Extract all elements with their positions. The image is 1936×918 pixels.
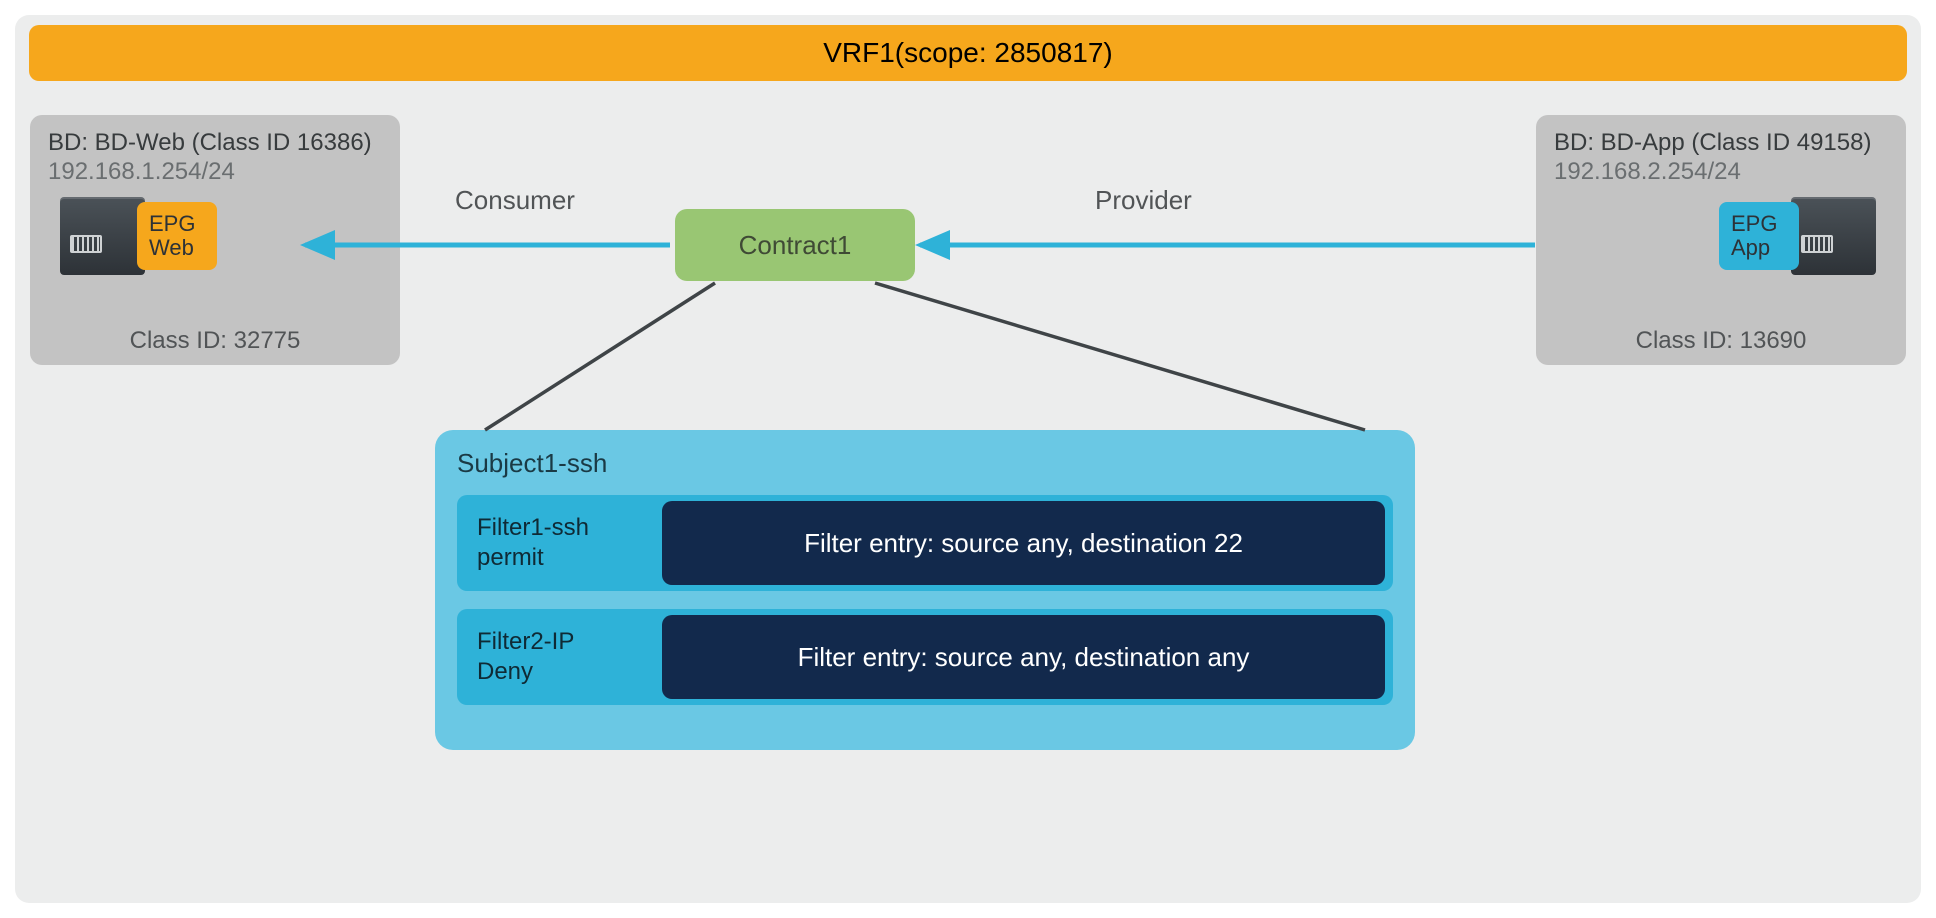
epg-app-row: EPG App: [1719, 197, 1876, 275]
epg-app-tag: EPG App: [1719, 202, 1799, 270]
bd-web-classid: Class ID: 32775: [30, 327, 400, 355]
bd-app-subnet: 192.168.2.254/24: [1554, 158, 1888, 187]
diagram-canvas: VRF1(scope: 2850817) BD: BD-Web (Class I…: [15, 15, 1921, 903]
epg-web-row: EPG Web: [60, 197, 217, 275]
subject-title: Subject1-ssh: [457, 448, 1393, 479]
contract-box: Contract1: [675, 209, 915, 281]
vrf-label: VRF1(scope: 2850817): [823, 37, 1113, 69]
filter-row: Filter1-ssh permit Filter entry: source …: [457, 495, 1393, 591]
device-icon: [1791, 197, 1876, 275]
consumer-label: Consumer: [455, 185, 575, 216]
epg-app-l2: App: [1731, 236, 1799, 260]
bd-web-box: BD: BD-Web (Class ID 16386) 192.168.1.25…: [30, 115, 400, 365]
provider-label: Provider: [1095, 185, 1192, 216]
filter2-l2: Deny: [477, 657, 662, 687]
contract-label: Contract1: [739, 230, 852, 261]
bd-web-title: BD: BD-Web (Class ID 16386): [48, 129, 382, 158]
epg-web-l1: EPG: [149, 212, 217, 236]
filter2-entry: Filter entry: source any, destination an…: [662, 615, 1385, 699]
filter2-name: Filter2-IP Deny: [457, 609, 662, 705]
filter-row: Filter2-IP Deny Filter entry: source any…: [457, 609, 1393, 705]
vrf-bar: VRF1(scope: 2850817): [29, 25, 1907, 81]
bd-app-title: BD: BD-App (Class ID 49158): [1554, 129, 1888, 158]
bd-app-classid: Class ID: 13690: [1536, 327, 1906, 355]
filter2-l1: Filter2-IP: [477, 627, 662, 657]
filter1-l2: permit: [477, 543, 662, 573]
filter1-entry: Filter entry: source any, destination 22: [662, 501, 1385, 585]
filter1-name: Filter1-ssh permit: [457, 495, 662, 591]
bd-web-subnet: 192.168.1.254/24: [48, 158, 382, 187]
device-icon: [60, 197, 145, 275]
epg-web-tag: EPG Web: [137, 202, 217, 270]
subject-box: Subject1-ssh Filter1-ssh permit Filter e…: [435, 430, 1415, 750]
bd-app-box: BD: BD-App (Class ID 49158) 192.168.2.25…: [1536, 115, 1906, 365]
filter1-l1: Filter1-ssh: [477, 513, 662, 543]
epg-app-l1: EPG: [1731, 212, 1799, 236]
epg-web-l2: Web: [149, 236, 217, 260]
